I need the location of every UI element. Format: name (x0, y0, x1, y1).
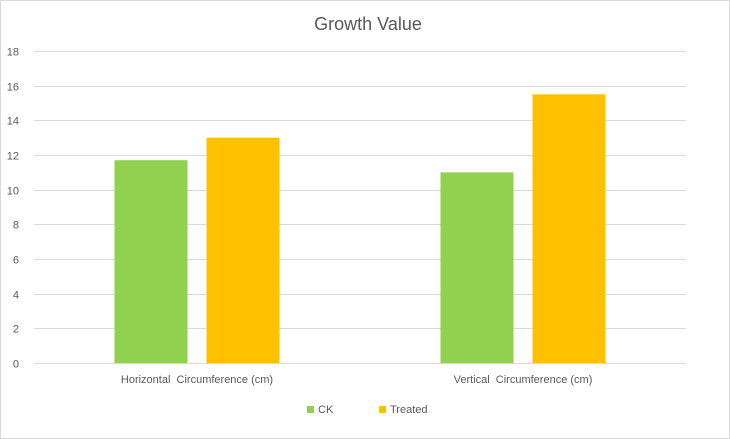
bar-ck-1 (440, 172, 514, 363)
x-category-label-0: Horizontal Circumference (cm) (121, 374, 273, 386)
bar-treated-0 (206, 137, 280, 363)
y-tick-label-2: 2 (13, 324, 19, 336)
legend-swatch-ck (307, 406, 314, 413)
chart-title: Growth Value (314, 14, 422, 34)
y-axis-ticks: 0 2 4 6 8 10 12 14 16 18 (7, 47, 19, 371)
legend: CK Treated (307, 404, 428, 416)
y-tick-label-10: 10 (7, 186, 19, 198)
y-tick-label-8: 8 (13, 220, 19, 232)
bar-treated-1 (532, 94, 606, 363)
y-tick-label-4: 4 (13, 290, 19, 302)
y-tick-label-16: 16 (7, 82, 19, 94)
y-tick-label-0: 0 (13, 359, 19, 371)
y-tick-label-18: 18 (7, 47, 19, 59)
x-category-label-1: Vertical Circumference (cm) (454, 374, 593, 386)
y-tick-label-14: 14 (7, 116, 19, 128)
y-tick-label-6: 6 (13, 255, 19, 267)
legend-label-ck: CK (318, 404, 334, 416)
y-tick-label-12: 12 (7, 151, 19, 163)
bar-ck-0 (114, 160, 188, 363)
bars (114, 94, 606, 363)
legend-swatch-treated (379, 406, 386, 413)
x-axis-categories: Horizontal Circumference (cm) Vertical Ci… (121, 374, 592, 386)
legend-label-treated: Treated (390, 404, 428, 416)
